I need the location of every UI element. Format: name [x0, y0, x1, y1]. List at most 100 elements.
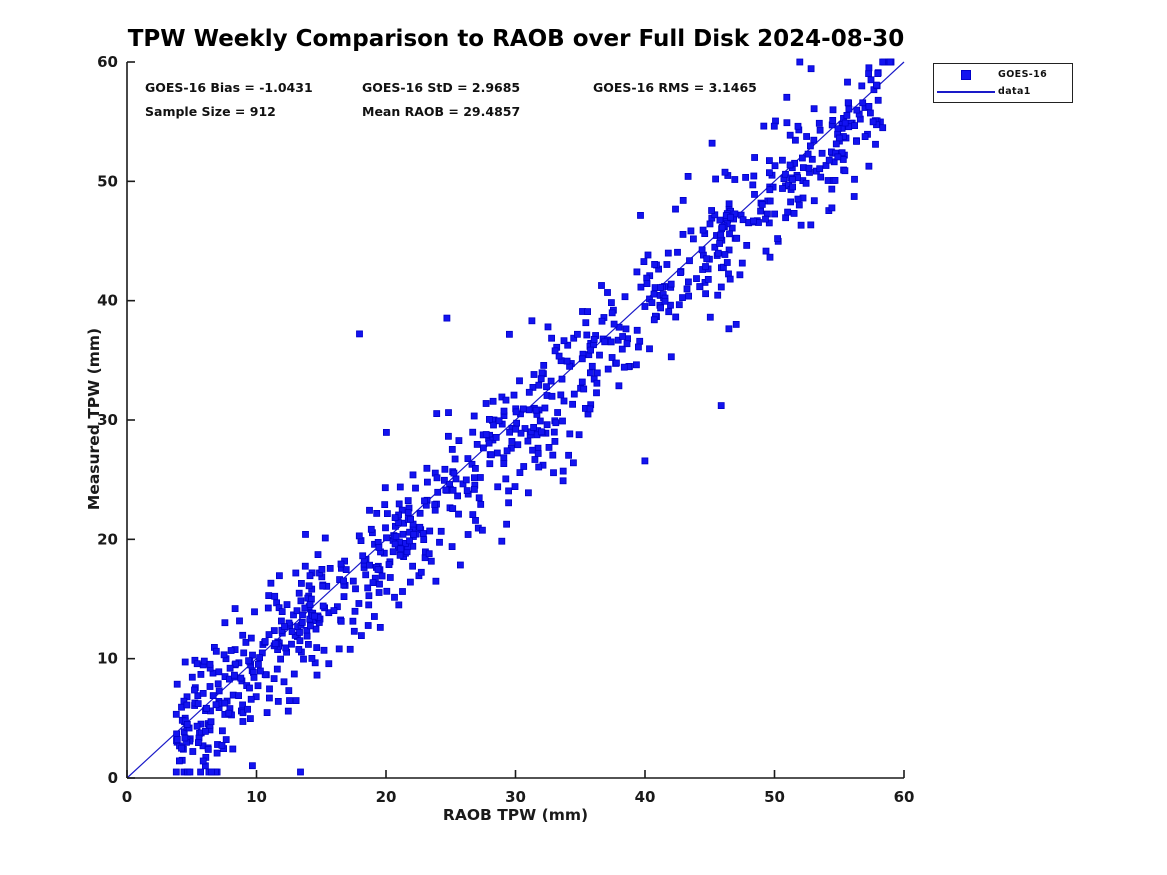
scatter-point: [708, 207, 715, 214]
scatter-point: [520, 463, 528, 470]
line-swatch-icon: [937, 90, 995, 93]
scatter-point: [395, 519, 403, 527]
scatter-point: [789, 176, 796, 183]
y-tick-label: 20: [97, 530, 118, 548]
scatter-point: [300, 655, 307, 663]
scatter-point: [828, 204, 836, 212]
scatter-point: [367, 525, 375, 533]
scatter-point: [271, 640, 279, 647]
scatter-point: [464, 455, 472, 463]
scatter-point: [879, 58, 887, 66]
scatter-point: [834, 153, 842, 161]
scatter-point: [643, 280, 651, 288]
y-tick-label: 40: [97, 292, 118, 310]
scatter-point: [641, 303, 649, 310]
scatter-point: [239, 631, 247, 639]
scatter-point: [677, 269, 684, 277]
stat-rms: GOES-16 RMS = 3.1465: [593, 80, 757, 95]
scatter-point: [256, 667, 264, 675]
scatter-point: [738, 259, 746, 267]
scatter-point: [261, 671, 269, 678]
scatter-point: [442, 486, 450, 494]
scatter-point: [726, 230, 733, 238]
scatter-point: [633, 361, 640, 369]
scatter-point: [448, 543, 456, 550]
scatter-point: [366, 506, 373, 514]
scatter-point: [313, 644, 321, 651]
scatter-point: [376, 624, 384, 631]
scatter-point: [256, 654, 264, 661]
scatter-point: [636, 337, 644, 345]
scatter-point: [851, 122, 858, 129]
scatter-point: [858, 82, 866, 90]
scatter-point: [284, 707, 292, 715]
scatter-point: [245, 657, 253, 665]
scatter-point: [552, 419, 560, 427]
scatter-point: [261, 638, 269, 645]
scatter-point: [251, 608, 258, 616]
scatter-point: [651, 260, 658, 268]
scatter-point: [271, 592, 279, 600]
scatter-point: [313, 671, 321, 679]
scatter-point: [558, 375, 566, 383]
scatter-point: [548, 334, 555, 342]
scatter-point: [391, 514, 399, 521]
scatter-point: [541, 404, 549, 412]
scatter-point: [838, 149, 846, 157]
scatter-point: [454, 492, 462, 500]
y-axis-label: Measured TPW (mm): [85, 327, 103, 511]
scatter-point: [186, 768, 194, 776]
scatter-point: [726, 275, 734, 283]
scatter-point: [237, 674, 245, 682]
scatter-point: [470, 485, 478, 493]
scatter-point: [288, 640, 295, 648]
scatter-point: [303, 632, 311, 640]
scatter-point: [502, 396, 510, 404]
scatter-point: [470, 412, 478, 420]
scatter-point: [717, 231, 725, 239]
scatter-point: [254, 682, 262, 690]
scatter-point: [326, 565, 334, 572]
scatter-point: [563, 357, 571, 365]
scatter-point: [535, 463, 543, 471]
scatter-point: [399, 530, 407, 538]
scatter-point: [456, 561, 464, 569]
scatter-point: [750, 172, 758, 180]
scatter-point: [229, 745, 237, 753]
scatter-point: [209, 692, 217, 699]
scatter-point: [732, 320, 740, 328]
scatter-point: [623, 340, 631, 348]
scatter-point: [486, 460, 494, 468]
scatter-point: [859, 99, 867, 107]
scatter-point: [664, 249, 672, 257]
scatter-point: [383, 534, 390, 542]
scatter-point: [254, 660, 262, 668]
scatter-point: [365, 601, 373, 609]
scatter-point: [832, 140, 840, 148]
scatter-point: [560, 397, 568, 405]
scatter-point: [213, 749, 221, 757]
scatter-point: [220, 651, 228, 659]
scatter-point: [194, 700, 202, 707]
scatter-point: [621, 293, 629, 301]
scatter-point: [375, 589, 383, 596]
square-marker-icon: [961, 69, 971, 80]
scatter-point: [879, 124, 887, 132]
scatter-point: [432, 577, 440, 585]
scatter-point: [598, 282, 605, 289]
scatter-point: [758, 200, 766, 208]
scatter-point: [551, 347, 559, 355]
scatter-point: [286, 697, 293, 704]
scatter-point: [578, 378, 586, 386]
x-tick-label: 60: [894, 788, 915, 806]
scatter-point: [587, 346, 594, 354]
scatter-point: [807, 65, 815, 73]
scatter-point: [725, 246, 733, 254]
scatter-point: [445, 409, 452, 417]
scatter-point: [231, 605, 239, 612]
scatter-point: [816, 165, 824, 173]
scatter-point: [795, 201, 803, 209]
scatter-point: [601, 338, 609, 346]
scatter-point: [246, 684, 253, 692]
scatter-point: [593, 369, 601, 377]
